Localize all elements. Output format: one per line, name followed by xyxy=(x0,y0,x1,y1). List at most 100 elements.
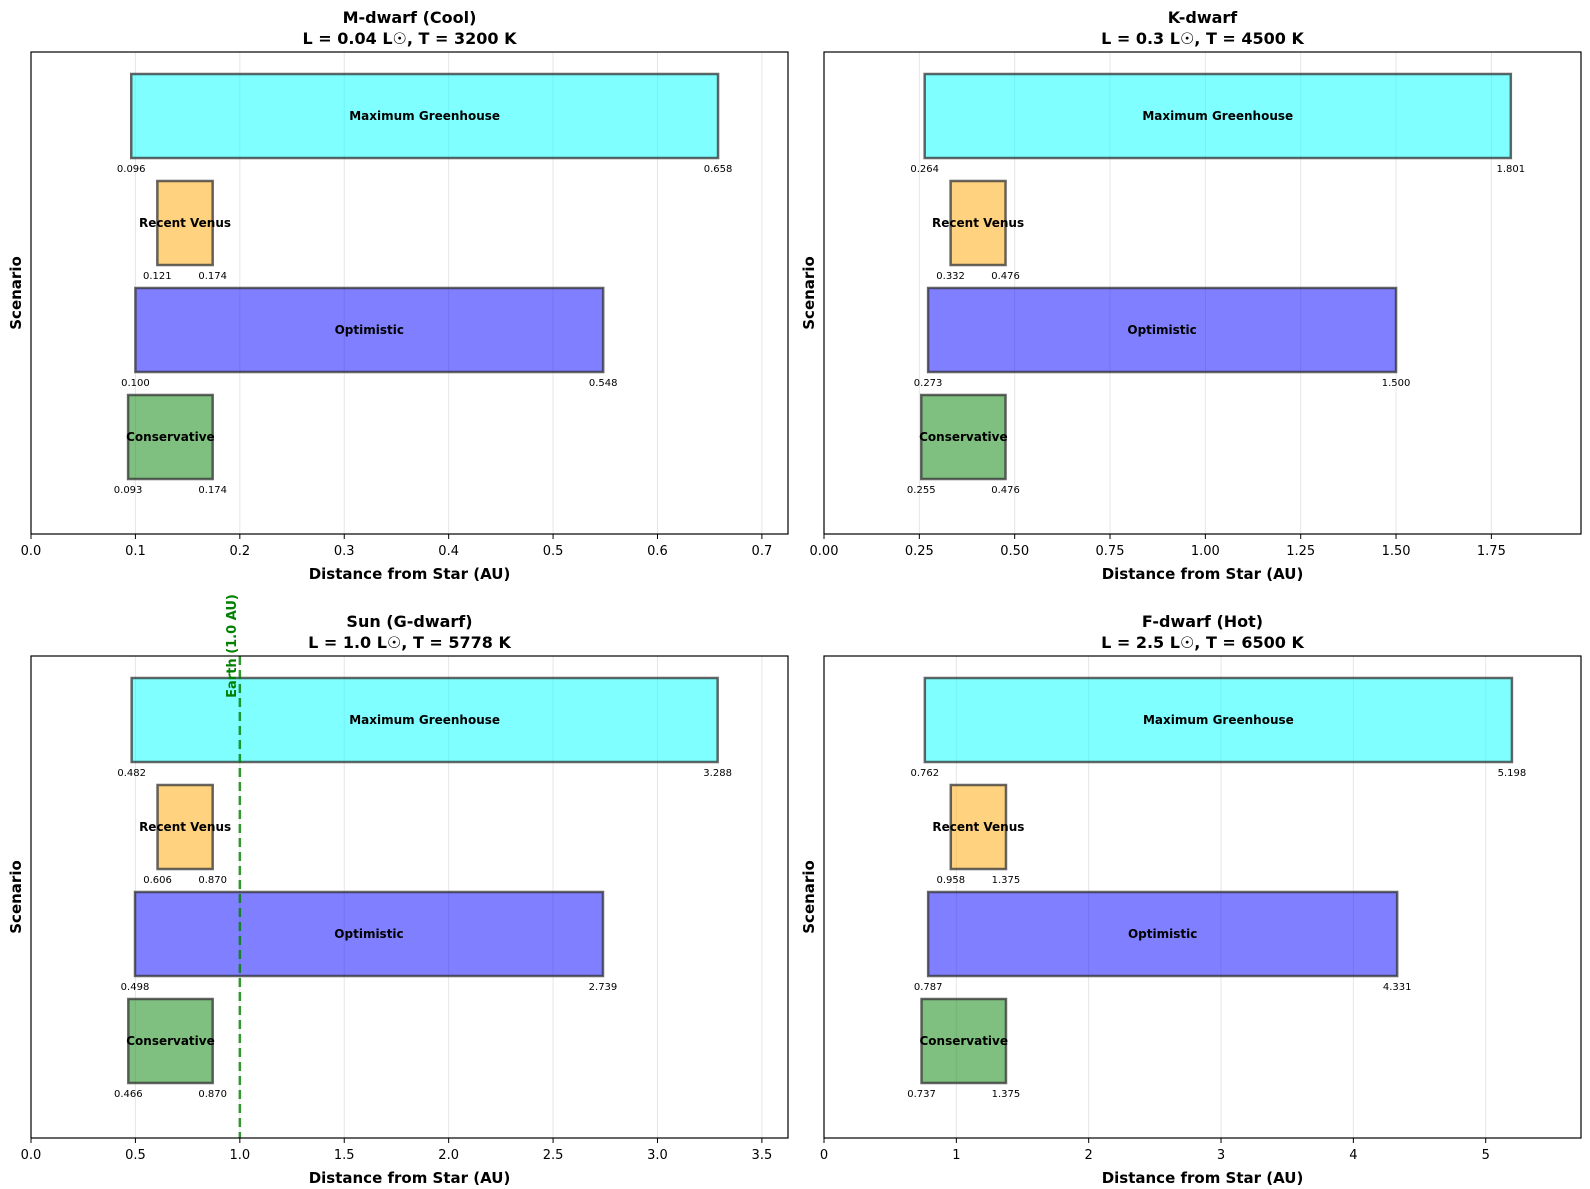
inner-edge-label-maximum-greenhouse: 0.762 xyxy=(911,768,940,779)
x-tick-label: 1 xyxy=(952,1148,960,1163)
bar-maximum-greenhouse xyxy=(923,72,1513,160)
bar-maximum-greenhouse xyxy=(129,72,720,160)
x-tick-label: 0.5 xyxy=(543,544,564,559)
x-tick-label: 0.2 xyxy=(229,544,250,559)
x-tick-label: 0.0 xyxy=(21,1148,42,1163)
bar-optimistic xyxy=(926,890,1399,978)
bar-optimistic xyxy=(133,890,605,978)
outer-edge-label-optimistic: 0.548 xyxy=(589,378,618,389)
bar-label-recent-venus: Recent Venus xyxy=(932,216,1024,230)
x-tick-label: 1.50 xyxy=(1382,544,1411,559)
x-tick-label: 0.1 xyxy=(125,544,146,559)
x-tick-label: 3 xyxy=(1217,1148,1225,1163)
inner-edge-label-optimistic: 0.498 xyxy=(121,982,150,993)
bar-label-conservative: Conservative xyxy=(126,430,215,444)
chart-title: F-dwarf (Hot) xyxy=(1142,612,1263,631)
inner-edge-label-optimistic: 0.787 xyxy=(914,982,943,993)
bar-recent-venus xyxy=(156,179,214,267)
scenario-bars: Conservative 0.737 1.375 Optimistic 0.787 4.3… xyxy=(907,676,1526,1100)
x-tick-label: 0.25 xyxy=(905,544,934,559)
y-axis-label: Scenario xyxy=(7,256,25,330)
x-tick-label: 0.75 xyxy=(1096,544,1125,559)
bar-optimistic xyxy=(134,286,605,374)
bar-maximum-greenhouse xyxy=(923,676,1514,764)
inner-edge-label-recent-venus: 0.606 xyxy=(143,875,172,886)
axes-frame xyxy=(30,51,789,535)
outer-edge-label-conservative: 0.476 xyxy=(991,485,1020,496)
outer-edge-label-recent-venus: 0.476 xyxy=(991,271,1020,282)
bar-conservative xyxy=(920,997,1008,1085)
bar-label-optimistic: Optimistic xyxy=(335,323,404,337)
x-tick-label: 2.5 xyxy=(543,1148,564,1163)
inner-edge-label-maximum-greenhouse: 0.264 xyxy=(910,164,939,175)
x-tick-label: 0.3 xyxy=(334,544,355,559)
inner-edge-label-recent-venus: 0.332 xyxy=(936,271,965,282)
bar-label-maximum-greenhouse: Maximum Greenhouse xyxy=(1143,713,1294,727)
x-tick-label: 1.0 xyxy=(229,1148,250,1163)
chart-title: K-dwarf xyxy=(1168,8,1239,27)
bar-label-conservative: Conservative xyxy=(126,1034,215,1048)
bar-conservative xyxy=(919,393,1007,481)
axes-frame xyxy=(823,655,1582,1139)
outer-edge-label-optimistic: 1.500 xyxy=(1382,378,1411,389)
y-axis-label: Scenario xyxy=(800,256,818,330)
x-tick-label: 1.75 xyxy=(1477,544,1506,559)
axes-frame xyxy=(30,655,789,1139)
x-axis-label: Distance from Star (AU) xyxy=(309,565,511,583)
x-tick-label: 1.25 xyxy=(1286,544,1315,559)
bar-conservative xyxy=(127,997,214,1085)
inner-edge-label-optimistic: 0.100 xyxy=(121,378,150,389)
bar-label-recent-venus: Recent Venus xyxy=(139,820,231,834)
bar-label-optimistic: Optimistic xyxy=(1128,927,1197,941)
x-tick-label: 0.7 xyxy=(752,544,773,559)
inner-edge-label-recent-venus: 0.958 xyxy=(936,875,965,886)
inner-edge-label-conservative: 0.255 xyxy=(907,485,936,496)
bar-recent-venus xyxy=(949,179,1007,267)
outer-edge-label-conservative: 1.375 xyxy=(992,1089,1021,1100)
earth-reference-label: Earth (1.0 AU) xyxy=(225,594,240,698)
bar-conservative xyxy=(126,393,214,481)
outer-edge-label-maximum-greenhouse: 3.288 xyxy=(703,768,732,779)
inner-edge-label-conservative: 0.093 xyxy=(114,485,143,496)
bar-optimistic xyxy=(926,286,1398,374)
x-tick-label: 0.4 xyxy=(438,544,459,559)
y-axis-label: Scenario xyxy=(800,860,818,934)
chart-title: Sun (G-dwarf) xyxy=(346,612,472,631)
chart-subtitle: L = 1.0 L☉, T = 5778 K xyxy=(308,633,511,652)
x-tick-label: 2 xyxy=(1085,1148,1093,1163)
chart-panel-0: Conservative 0.093 0.174 Optimistic 0.100 0.5… xyxy=(7,8,789,583)
bar-label-optimistic: Optimistic xyxy=(334,927,403,941)
x-tick-label: 3.0 xyxy=(647,1148,668,1163)
x-axis-label: Distance from Star (AU) xyxy=(309,1169,511,1187)
bar-recent-venus xyxy=(156,783,214,871)
chart-subtitle: L = 0.04 L☉, T = 3200 K xyxy=(303,29,518,48)
bar-label-maximum-greenhouse: Maximum Greenhouse xyxy=(349,713,500,727)
inner-edge-label-recent-venus: 0.121 xyxy=(143,271,172,282)
bar-label-conservative: Conservative xyxy=(919,430,1008,444)
outer-edge-label-conservative: 0.174 xyxy=(198,485,227,496)
outer-edge-label-maximum-greenhouse: 0.658 xyxy=(704,164,733,175)
bar-label-conservative: Conservative xyxy=(919,1034,1008,1048)
inner-edge-label-conservative: 0.466 xyxy=(114,1089,143,1100)
x-tick-label: 0.5 xyxy=(125,1148,146,1163)
outer-edge-label-optimistic: 2.739 xyxy=(589,982,618,993)
x-tick-label: 1.5 xyxy=(334,1148,355,1163)
chart-panel-2: Conservative 0.466 0.870 Optimistic 0.498 2.7… xyxy=(7,594,789,1187)
scenario-bars: Conservative 0.466 0.870 Optimistic 0.498 2.7… xyxy=(114,676,732,1100)
inner-edge-label-maximum-greenhouse: 0.096 xyxy=(117,164,146,175)
y-axis-label: Scenario xyxy=(7,860,25,934)
bar-label-recent-venus: Recent Venus xyxy=(932,820,1024,834)
x-tick-label: 0.50 xyxy=(1000,544,1029,559)
inner-edge-label-maximum-greenhouse: 0.482 xyxy=(117,768,146,779)
x-axis-label: Distance from Star (AU) xyxy=(1102,1169,1304,1187)
x-axis-label: Distance from Star (AU) xyxy=(1102,565,1304,583)
chart-subtitle: L = 0.3 L☉, T = 4500 K xyxy=(1101,29,1304,48)
x-tick-label: 0 xyxy=(820,1148,828,1163)
chart-panel-1: Conservative 0.255 0.476 Optimistic 0.273 1.5… xyxy=(800,8,1582,583)
outer-edge-label-recent-venus: 0.870 xyxy=(198,875,227,886)
bar-maximum-greenhouse xyxy=(130,676,719,764)
x-tick-label: 4 xyxy=(1349,1148,1357,1163)
x-tick-label: 2.0 xyxy=(438,1148,459,1163)
inner-edge-label-optimistic: 0.273 xyxy=(914,378,943,389)
x-tick-label: 1.00 xyxy=(1191,544,1220,559)
